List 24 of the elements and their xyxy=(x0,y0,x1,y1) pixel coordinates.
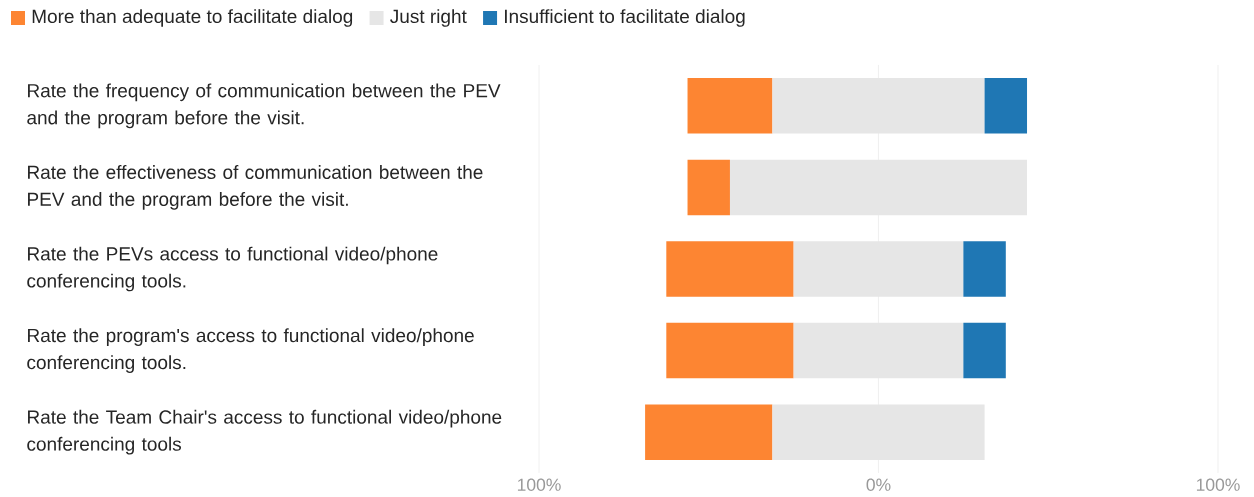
legend-label: More than adequate to facilitate dialog xyxy=(32,9,353,27)
y-tick-label: Rate the PEVs access to functional video/phone conferencing tools. xyxy=(27,246,438,292)
bar xyxy=(645,404,773,460)
bar xyxy=(772,78,985,134)
bar xyxy=(666,241,794,297)
y-tick-label: Rate the program's access to functional video/phone conferencing tools. xyxy=(27,328,474,373)
y-tick-label: Rate the Team Chair's access to functional video/phone conferencing tools xyxy=(27,409,502,455)
y-tick-label: Rate the effectiveness of communication between the PEV and the program before the visit. xyxy=(28,165,483,210)
bar xyxy=(666,322,794,379)
bar xyxy=(963,241,1006,297)
y-tick-label: Rate the frequency of communication between the PEV and the program before the visit. xyxy=(27,83,501,129)
bar xyxy=(729,159,1028,216)
x-tick-label: 100% xyxy=(1196,478,1240,491)
bar xyxy=(963,322,1006,379)
x-tick-label: 100% xyxy=(517,478,561,491)
bar xyxy=(772,404,985,460)
legend-label: Just right xyxy=(390,9,467,27)
bar xyxy=(687,78,773,134)
bar xyxy=(984,78,1028,134)
legend-label: Insufficient to facilitate dialog xyxy=(505,9,745,27)
bar xyxy=(793,322,964,379)
bar xyxy=(793,241,964,297)
bar xyxy=(687,159,730,216)
x-tick-label: 0% xyxy=(866,478,891,491)
